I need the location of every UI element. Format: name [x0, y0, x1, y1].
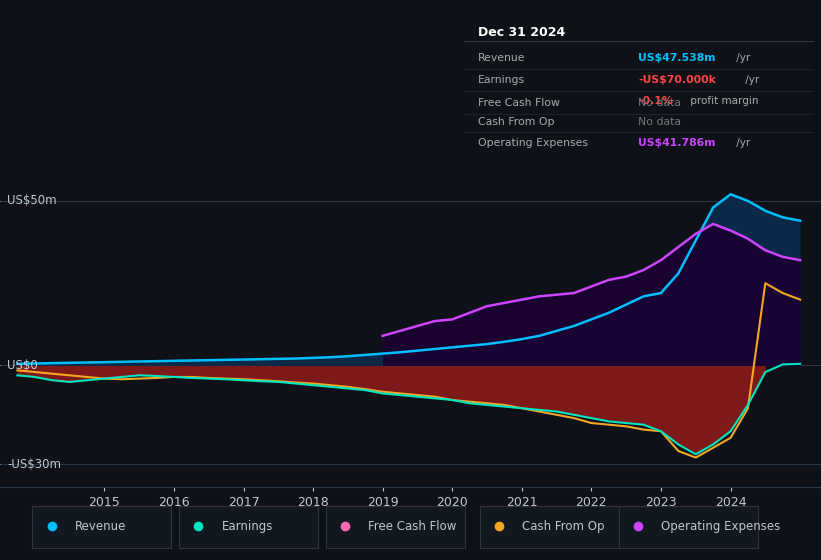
Text: Operating Expenses: Operating Expenses [662, 520, 781, 533]
Text: US$47.538m: US$47.538m [639, 53, 716, 63]
Text: Revenue: Revenue [75, 520, 126, 533]
Text: /yr: /yr [732, 53, 750, 63]
FancyBboxPatch shape [619, 506, 758, 548]
Text: -US$70.000k: -US$70.000k [639, 75, 716, 85]
Text: -0.1%: -0.1% [639, 96, 673, 106]
Text: Free Cash Flow: Free Cash Flow [478, 99, 560, 109]
Text: Earnings: Earnings [222, 520, 273, 533]
FancyBboxPatch shape [326, 506, 465, 548]
Text: Operating Expenses: Operating Expenses [478, 138, 588, 148]
Text: No data: No data [639, 116, 681, 127]
Text: Earnings: Earnings [478, 75, 525, 85]
Text: Cash From Op: Cash From Op [522, 520, 605, 533]
Text: US$50m: US$50m [7, 194, 57, 207]
Text: Revenue: Revenue [478, 53, 525, 63]
FancyBboxPatch shape [480, 506, 619, 548]
Text: US$41.786m: US$41.786m [639, 138, 716, 148]
Text: Dec 31 2024: Dec 31 2024 [478, 26, 565, 39]
Text: No data: No data [639, 99, 681, 109]
Text: /yr: /yr [732, 138, 750, 148]
Text: Free Cash Flow: Free Cash Flow [368, 520, 456, 533]
Text: Cash From Op: Cash From Op [478, 116, 554, 127]
FancyBboxPatch shape [32, 506, 172, 548]
FancyBboxPatch shape [179, 506, 318, 548]
Text: profit margin: profit margin [687, 96, 759, 106]
Text: /yr: /yr [741, 75, 759, 85]
Text: US$0: US$0 [7, 359, 38, 372]
Text: -US$30m: -US$30m [7, 458, 61, 470]
